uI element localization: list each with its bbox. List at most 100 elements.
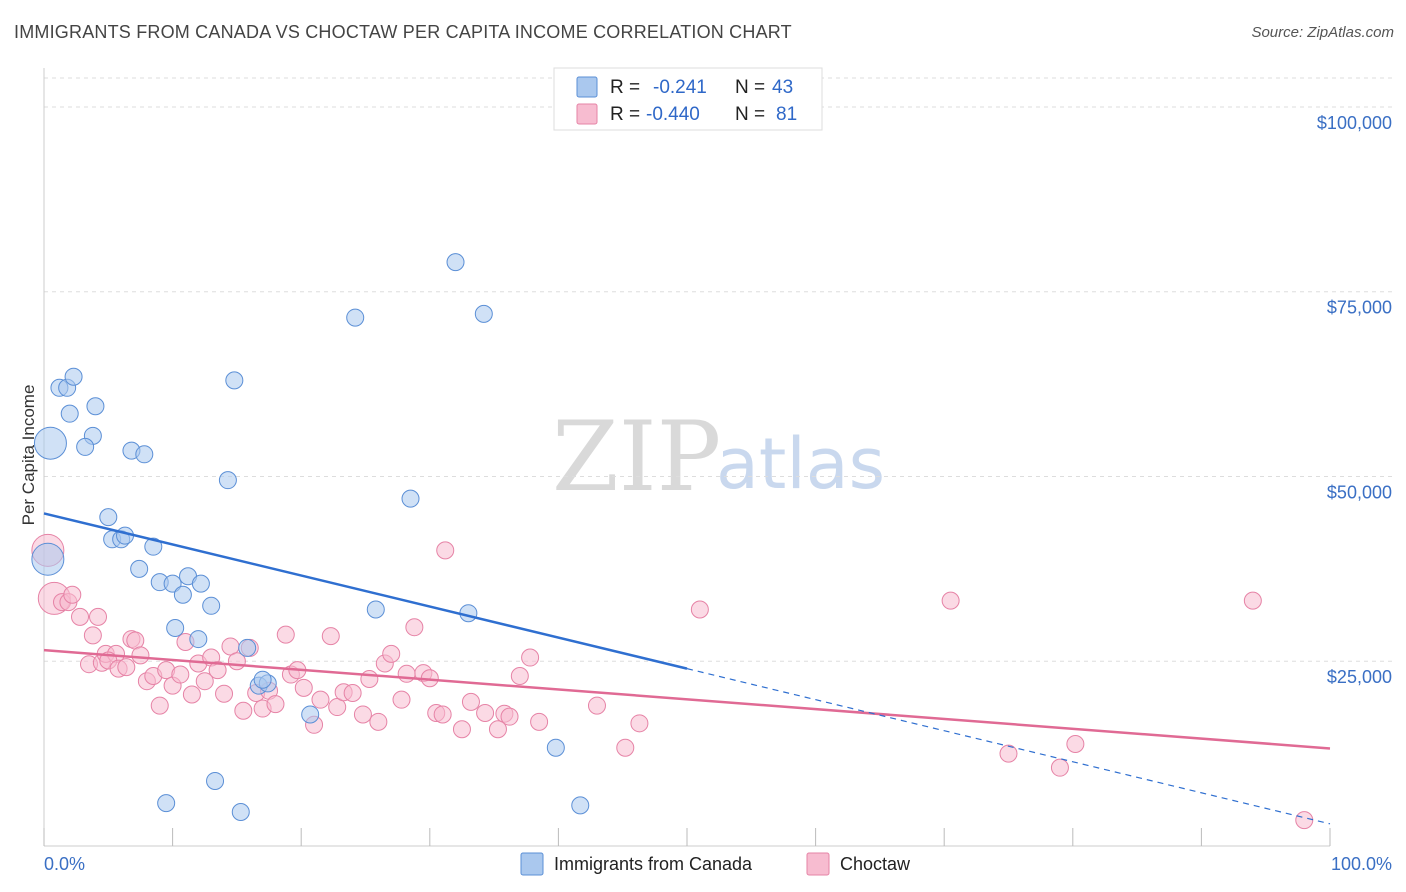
canada-point: [76, 437, 95, 456]
watermark-atlas: atlas: [716, 423, 885, 505]
choctaw-point: [208, 661, 227, 680]
choctaw-point: [500, 707, 519, 726]
bottom-legend-label-canada: Immigrants from Canada: [554, 854, 753, 874]
choctaw-point: [83, 626, 102, 645]
choctaw-point: [1295, 811, 1314, 830]
canada-point: [366, 600, 385, 619]
choctaw-point: [71, 607, 90, 626]
choctaw-point: [353, 705, 372, 724]
choctaw-point: [63, 585, 82, 604]
legend-r-label-choctaw: R =: [610, 104, 640, 125]
legend-n-label-canada: N =: [735, 77, 765, 98]
choctaw-point: [1066, 735, 1085, 754]
chart-title: IMMIGRANTS FROM CANADA VS CHOCTAW PER CA…: [14, 22, 792, 42]
legend-n-value-canada: 43: [772, 77, 793, 98]
choctaw-point: [616, 738, 635, 757]
canada-point: [191, 574, 210, 593]
choctaw-point: [1243, 591, 1262, 610]
choctaw-point: [276, 625, 295, 644]
grid: [44, 77, 1392, 662]
choctaw-point: [510, 667, 529, 686]
canada-trend-line: [43, 512, 688, 670]
canada-point: [474, 304, 493, 323]
choctaw-point: [234, 701, 253, 720]
watermark: ZIP atlas: [552, 401, 885, 513]
canada-point: [571, 796, 590, 815]
choctaw-point: [89, 607, 108, 626]
canada-point: [173, 585, 192, 604]
canada-point: [31, 542, 65, 576]
choctaw-point: [452, 720, 471, 739]
canada-point: [99, 508, 118, 527]
y-tick-label: $25,000: [1327, 667, 1392, 687]
canada-point: [253, 670, 272, 689]
canada-point: [166, 618, 185, 637]
choctaw-point: [182, 685, 201, 704]
canada-point: [218, 471, 237, 490]
correlation-legend: R = -0.241 N = 43 R = -0.440 N = 81: [553, 67, 823, 131]
choctaw-point: [382, 644, 401, 663]
y-axis-label: Per Capita Income: [19, 385, 38, 526]
choctaw-point: [630, 714, 649, 733]
canada-point: [202, 596, 221, 615]
canada-point: [301, 705, 320, 724]
choctaw-point: [171, 665, 190, 684]
legend-box: [553, 67, 823, 131]
canada-point: [446, 253, 465, 272]
canada-point: [189, 630, 208, 649]
choctaw-point: [215, 684, 234, 703]
choctaw-points: [31, 533, 1314, 830]
legend-n-value-choctaw: 81: [776, 104, 797, 125]
canada-point: [60, 404, 79, 423]
choctaw-point: [195, 672, 214, 691]
bottom-legend-label-choctaw: Choctaw: [840, 854, 911, 874]
choctaw-point: [999, 744, 1018, 763]
x-axis-ticks: [43, 828, 1331, 846]
legend-swatch-canada: [576, 76, 598, 98]
canada-point: [238, 638, 257, 657]
choctaw-point: [587, 696, 606, 715]
choctaw-point: [321, 627, 340, 646]
choctaw-point: [941, 591, 960, 610]
canada-point: [130, 559, 149, 578]
choctaw-point: [360, 669, 379, 688]
legend-r-label-canada: R =: [610, 77, 640, 98]
choctaw-point: [294, 678, 313, 697]
canada-point: [346, 308, 365, 327]
x-tick-label-min: 0.0%: [44, 854, 85, 874]
canada-point: [135, 445, 154, 464]
choctaw-point: [369, 712, 388, 731]
choctaw-point: [1050, 758, 1069, 777]
canada-point: [546, 738, 565, 757]
y-tick-label: $100,000: [1317, 113, 1392, 133]
legend-n-label-choctaw: N =: [735, 104, 765, 125]
choctaw-point: [397, 664, 416, 683]
y-tick-labels: $25,000 $50,000 $75,000 $100,000: [1317, 113, 1392, 687]
legend-r-value-canada: -0.241: [653, 77, 707, 98]
canada-point: [225, 371, 244, 390]
choctaw-point: [131, 646, 150, 665]
x-tick-label-max: 100.0%: [1331, 854, 1392, 874]
canada-point: [144, 537, 163, 556]
canada-trend-extension: [686, 668, 1331, 825]
canada-point: [64, 367, 83, 386]
bottom-legend-swatch-choctaw: [806, 852, 830, 876]
watermark-zip: ZIP: [552, 401, 721, 513]
choctaw-point: [311, 690, 330, 709]
choctaw-point: [476, 703, 495, 722]
canada-point: [157, 794, 176, 813]
canada-points: [31, 253, 590, 822]
legend-swatch-choctaw: [576, 103, 598, 125]
canada-point: [401, 489, 420, 508]
choctaw-point: [530, 712, 549, 731]
source-credit: Source: ZipAtlas.com: [1251, 24, 1394, 41]
choctaw-point: [436, 541, 455, 560]
choctaw-point: [461, 692, 480, 711]
series-legend: Immigrants from Canada Choctaw: [520, 852, 911, 876]
y-tick-label: $50,000: [1327, 482, 1392, 502]
choctaw-point: [150, 696, 169, 715]
choctaw-point: [392, 690, 411, 709]
canada-point: [231, 803, 250, 822]
canada-point: [86, 397, 105, 416]
